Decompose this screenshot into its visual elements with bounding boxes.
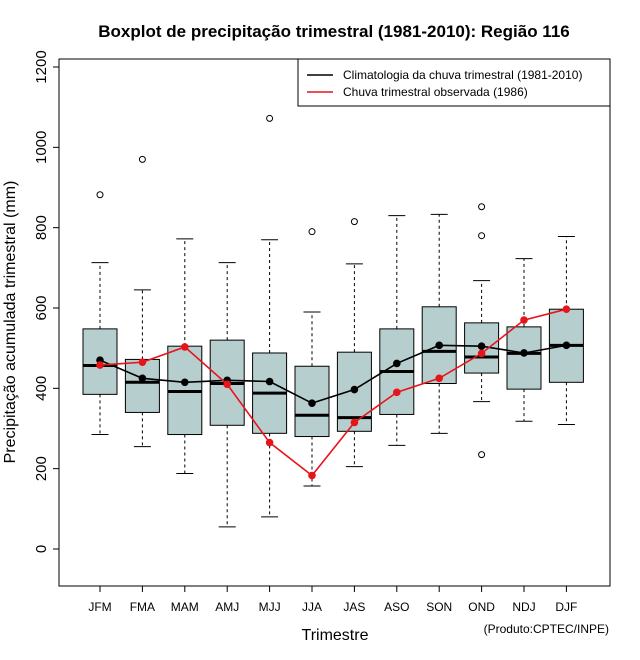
- series-point-observed-JAS: [350, 418, 359, 427]
- outlier-point: [478, 451, 486, 459]
- y-tick-label-600: 600: [33, 295, 50, 320]
- legend-box: [297, 58, 611, 107]
- box-DJF: [548, 236, 584, 425]
- x-tick-label-JJA: JJA: [302, 600, 322, 614]
- series-line-observed: [99, 308, 567, 477]
- y-tick-label-200: 200: [33, 456, 50, 481]
- x-axis-label: Trimestre: [302, 627, 369, 644]
- x-tick-label-JFM: JFM: [88, 600, 111, 614]
- series-point-climatology-MJJ: [265, 377, 274, 386]
- series-point-climatology-SON: [435, 341, 444, 350]
- outlier-point: [478, 203, 486, 211]
- boxes-group: [82, 114, 584, 528]
- box-JAS: [336, 218, 372, 468]
- x-tick-label-MJJ: MJJ: [259, 600, 281, 614]
- y-tick-label-0: 0: [33, 545, 50, 553]
- series-point-observed-NDJ: [520, 316, 528, 324]
- outlier-point: [308, 228, 316, 236]
- x-tick-label-MAM: MAM: [171, 600, 199, 614]
- x-tick-label-FMA: FMA: [130, 600, 155, 614]
- series-point-climatology-ASO: [393, 359, 401, 368]
- series-point-climatology-JAS: [350, 385, 359, 394]
- x-tick-label-SON: SON: [426, 600, 452, 614]
- box-AMJ: [209, 262, 245, 528]
- box-SON: [421, 213, 457, 434]
- x-tick-label-ASO: ASO: [384, 600, 409, 614]
- box-ASO: [379, 215, 415, 446]
- box-OND: [464, 203, 500, 459]
- y-tick-label-1200: 1200: [33, 50, 50, 83]
- series-point-observed-JFM: [96, 361, 104, 369]
- series-point-observed-SON: [435, 374, 444, 383]
- x-tick-label-NDJ: NDJ: [512, 600, 535, 614]
- credit-text: (Produto:CPTEC/INPE): [484, 622, 609, 636]
- box-JJA: [294, 228, 330, 487]
- plot-area-frame: [58, 58, 611, 587]
- legend-label-observed: Chuva trimestral observada (1986): [343, 85, 528, 99]
- series-point-climatology-OND: [477, 342, 486, 350]
- outlier-point: [138, 155, 146, 163]
- series-point-observed-AMJ: [223, 380, 231, 389]
- outlier-point: [350, 218, 358, 226]
- series-point-observed-ASO: [393, 388, 401, 397]
- box-iqr: [124, 358, 160, 413]
- series-group: [96, 305, 571, 480]
- series-point-observed-DJF: [562, 305, 571, 314]
- y-tick-label-400: 400: [33, 376, 50, 401]
- y-tick-label-1000: 1000: [33, 131, 50, 164]
- box-iqr: [506, 326, 542, 390]
- x-tick-label-OND: OND: [468, 600, 495, 614]
- series-point-observed-MJJ: [265, 438, 274, 447]
- y-axis: 0 200 400 600 800 1000 1200: [33, 50, 59, 553]
- series-point-climatology-JJA: [308, 399, 316, 407]
- outlier-point: [266, 114, 274, 122]
- series-point-climatology-MAM: [181, 378, 189, 387]
- x-axis: JFM FMA MAM AMJ MJJ JJA JAS ASO SON OND NDJ DJF: [88, 586, 577, 614]
- series-point-climatology-NDJ: [520, 349, 528, 357]
- outlier-point: [478, 232, 486, 240]
- y-tick-label-800: 800: [33, 215, 50, 240]
- outlier-point: [96, 191, 104, 199]
- x-tick-label-JAS: JAS: [343, 600, 365, 614]
- x-tick-label-DJF: DJF: [555, 600, 577, 614]
- y-axis-label: Precipitação acumulada trimestral (mm): [2, 181, 19, 464]
- series-point-observed-FMA: [138, 358, 147, 367]
- series-point-observed-OND: [477, 349, 486, 358]
- box-MAM: [167, 238, 203, 474]
- series-point-observed-JJA: [308, 471, 316, 480]
- box-NDJ: [506, 258, 542, 422]
- box-FMA: [124, 155, 160, 448]
- legend: Climatologia da chuva trimestral (1981-2…: [297, 58, 611, 107]
- x-tick-label-AMJ: AMJ: [215, 600, 239, 614]
- series-point-climatology-DJF: [562, 341, 571, 350]
- chart-title: Boxplot de precipitação trimestral (1981…: [98, 22, 569, 41]
- box-MJJ: [252, 114, 288, 518]
- series-point-observed-MAM: [181, 343, 189, 351]
- box-JFM: [82, 191, 118, 436]
- legend-label-climatology: Climatologia da chuva trimestral (1981-2…: [343, 68, 582, 82]
- series-point-climatology-FMA: [138, 374, 147, 383]
